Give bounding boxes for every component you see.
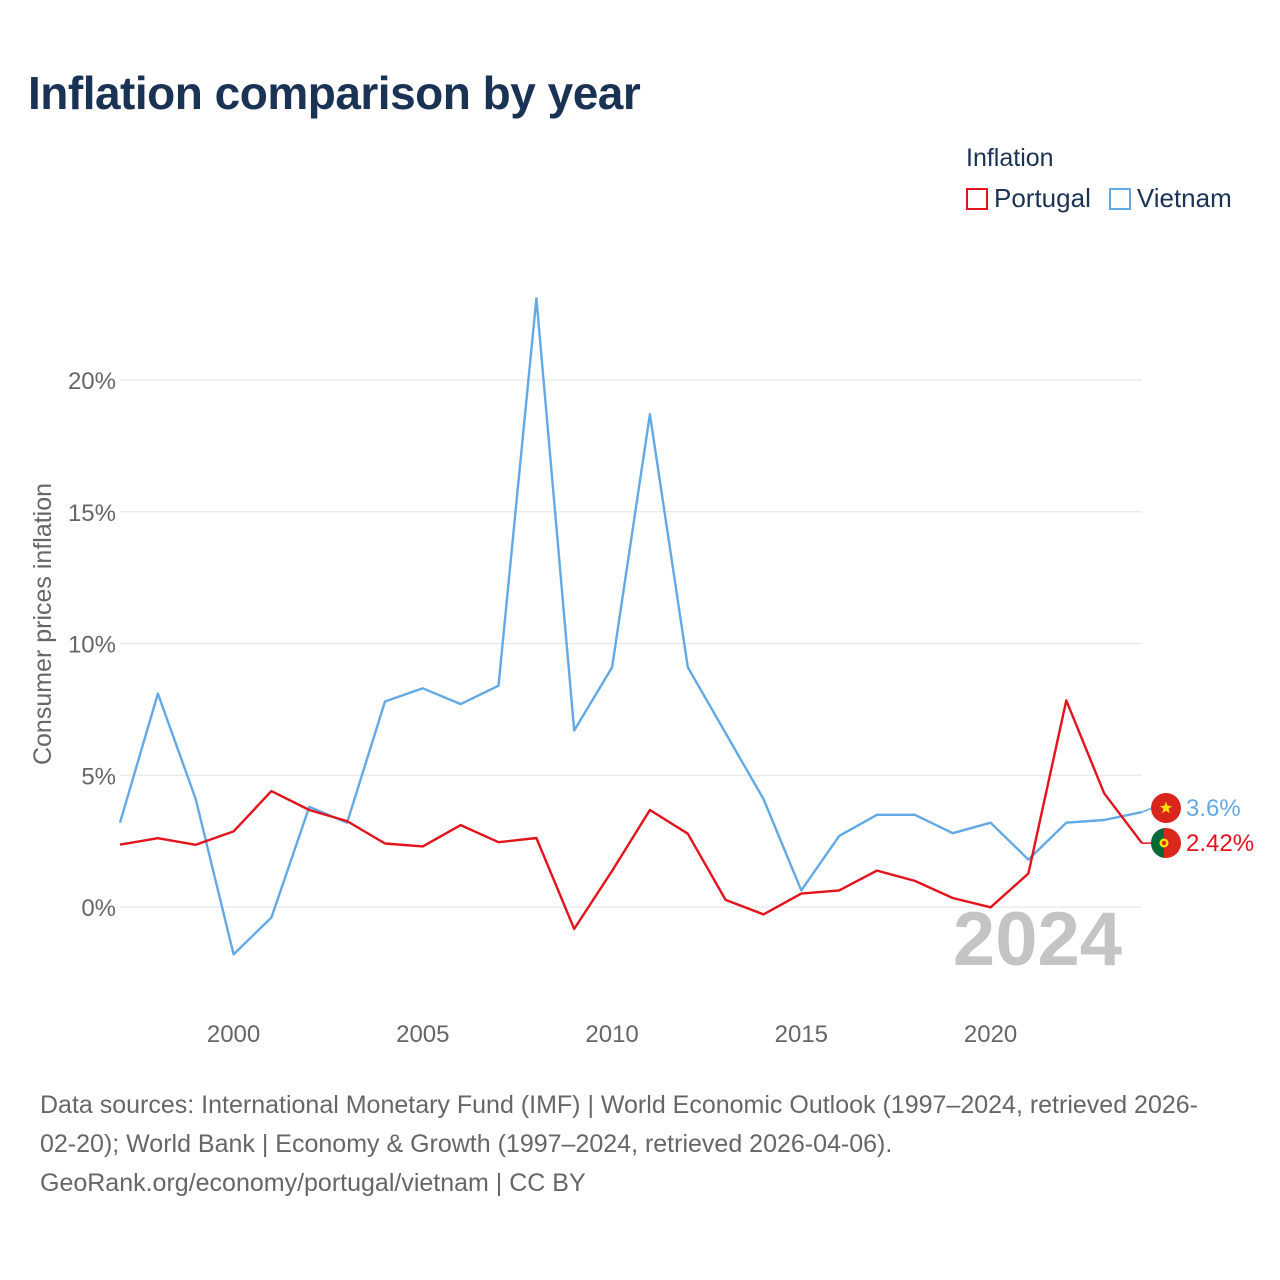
line-chart: 0% 5% 10% 15% 20% 2000 2005 2010 2015 2020 Consu… bbox=[29, 297, 1254, 1048]
legend-swatch-portugal bbox=[966, 187, 988, 210]
legend-label-portugal: Portugal bbox=[994, 183, 1091, 213]
chart-title: Inflation comparison by year bbox=[28, 67, 641, 119]
legend-label-vietnam: Vietnam bbox=[1136, 183, 1232, 213]
x-tick-label-2020: 2020 bbox=[964, 1021, 1017, 1048]
y-tick-label-10: 10% bbox=[68, 632, 116, 659]
legend: Inflation Portugal Vietnam bbox=[966, 144, 1232, 214]
legend-swatch-vietnam bbox=[1108, 187, 1131, 210]
gridlines bbox=[120, 379, 1142, 908]
legend-item-portugal[interactable]: Portugal bbox=[966, 183, 1091, 214]
series-line-portugal bbox=[119, 699, 1143, 931]
vietnam-connector bbox=[1141, 807, 1153, 813]
portugal-flag-shield-icon bbox=[1161, 840, 1167, 846]
vietnam-flag-star-icon bbox=[1159, 801, 1173, 814]
portugal-end-value-label: 2.42% bbox=[1186, 830, 1254, 857]
footer-sources-line-2: 02-20); World Bank | Economy & Growth (1… bbox=[40, 1130, 893, 1158]
year-watermark: 2024 bbox=[953, 897, 1122, 982]
portugal-flag-green-field bbox=[1151, 828, 1164, 858]
footer-attribution[interactable]: GeoRank.org/economy/portugal/vietnam | C… bbox=[40, 1169, 586, 1197]
x-axis-ticks: 2000 2005 2010 2015 2020 bbox=[207, 1021, 1017, 1048]
x-tick-label-2010: 2010 bbox=[585, 1021, 638, 1048]
footer: Data sources: International Monetary Fun… bbox=[40, 1086, 1250, 1203]
y-axis-label: Consumer prices inflation bbox=[29, 483, 57, 765]
series-line-vietnam bbox=[118, 297, 1143, 956]
vietnam-end-value-label: 3.6% bbox=[1186, 795, 1241, 822]
legend-title: Inflation bbox=[966, 144, 1054, 172]
y-tick-label-5: 5% bbox=[81, 763, 116, 790]
legend-item-vietnam[interactable]: Vietnam bbox=[1108, 183, 1232, 214]
series-end-markers: 3.6% 2.42% bbox=[1141, 793, 1254, 858]
footer-sources-line-1: Data sources: International Monetary Fun… bbox=[40, 1091, 1198, 1119]
x-tick-label-2000: 2000 bbox=[207, 1021, 260, 1048]
x-tick-label-2015: 2015 bbox=[775, 1021, 828, 1048]
y-tick-label-0: 0% bbox=[81, 895, 116, 922]
y-tick-label-15: 15% bbox=[68, 500, 116, 527]
series-lines bbox=[118, 297, 1143, 956]
y-tick-label-20: 20% bbox=[68, 368, 116, 395]
y-axis-ticks: 0% 5% 10% 15% 20% bbox=[68, 368, 116, 922]
x-tick-label-2005: 2005 bbox=[396, 1021, 449, 1048]
